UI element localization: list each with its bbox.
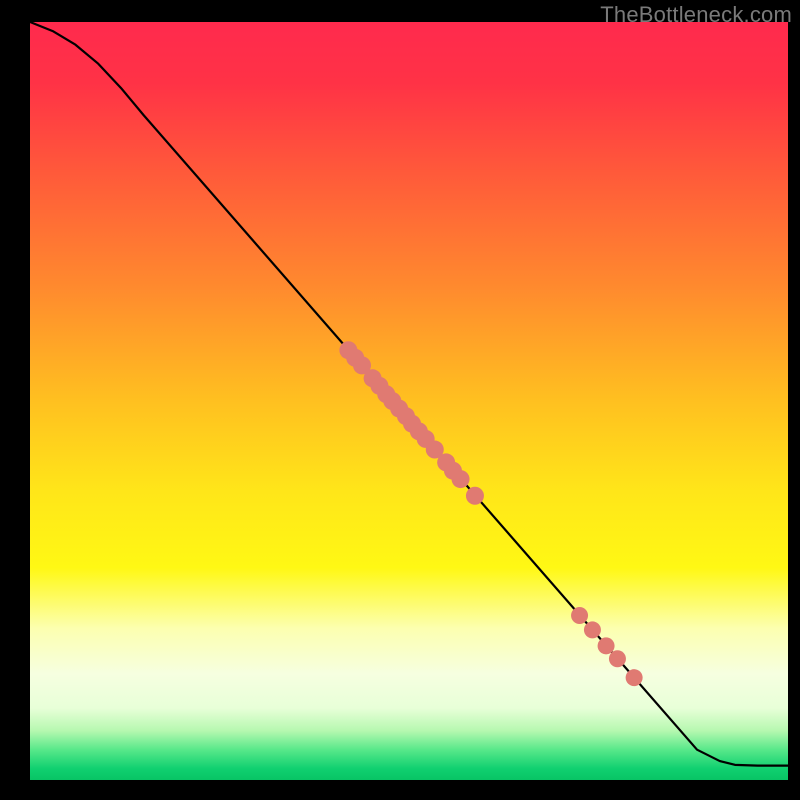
- data-marker: [609, 650, 626, 667]
- chart-svg: [30, 22, 788, 780]
- gradient-background: [30, 22, 788, 780]
- data-marker: [452, 470, 470, 488]
- data-marker: [584, 621, 601, 638]
- data-marker: [598, 637, 615, 654]
- data-marker: [466, 487, 484, 505]
- data-marker: [571, 607, 588, 624]
- data-marker: [626, 669, 643, 686]
- watermark-text: TheBottleneck.com: [600, 2, 792, 28]
- plot-area: [30, 22, 788, 780]
